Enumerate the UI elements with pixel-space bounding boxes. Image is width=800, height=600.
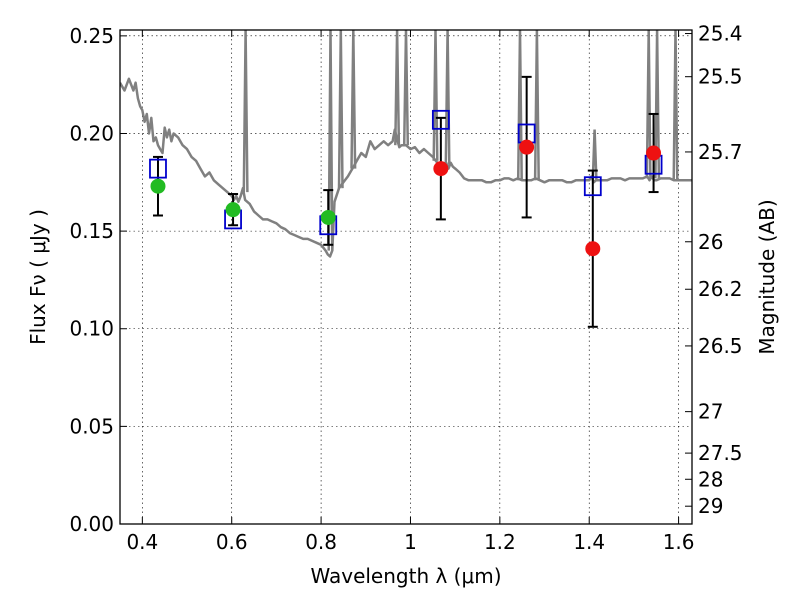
x-axis: 0.4 0.6 0.8 1 1.2 1.4 1.6 [126, 30, 695, 554]
x-tick-label: 1.4 [573, 530, 605, 554]
observed-flux-point [519, 139, 535, 155]
y-axis: 0.00 0.05 0.10 0.15 0.20 0.25 [69, 24, 127, 536]
y-tick-label: 0.05 [69, 414, 114, 438]
right-tick-label: 25.5 [698, 65, 743, 89]
emission-line-spike [654, 30, 661, 179]
observed-flux-point [320, 209, 336, 225]
x-axis-label: Wavelength λ (μm) [310, 564, 501, 588]
observed-flux-point [646, 145, 662, 161]
right-tick-label: 26.2 [698, 277, 743, 301]
emission-line-spike [402, 30, 410, 146]
x-tick-label: 1 [404, 530, 417, 554]
right-tick-label: 27 [698, 400, 723, 424]
y-tick-label: 0.20 [69, 121, 114, 145]
right-tick-label: 27.5 [698, 441, 743, 465]
right-tick-label: 25.7 [698, 140, 743, 164]
emission-line-spike [672, 30, 679, 181]
x-tick-label: 1.2 [484, 530, 516, 554]
y-tick-label: 0.25 [69, 24, 114, 48]
right-tick-label: 26 [698, 230, 723, 254]
y-tick-label: 0.10 [69, 317, 114, 341]
x-tick-label: 0.4 [126, 530, 158, 554]
observed-flux-point [150, 178, 166, 194]
emission-line-spike [337, 30, 344, 189]
emission-line-spike [327, 30, 334, 251]
y-axis-right: 25.4 25.5 25.7 26 26.2 26.5 27 27.528 29 [685, 22, 743, 518]
right-tick-label: 25.4 [698, 22, 743, 46]
right-tick-label: 26.5 [698, 334, 743, 358]
emission-line-spike [350, 30, 357, 169]
observed-flux-point [225, 202, 241, 218]
y-axis-right-label: Magnitude (AB) [755, 199, 779, 354]
plot-area [120, 30, 692, 328]
emission-line-spike [645, 30, 652, 179]
x-tick-label: 0.8 [305, 530, 337, 554]
x-tick-label: 0.6 [216, 530, 248, 554]
y-tick-label: 0.15 [69, 219, 114, 243]
right-tick-label: 29 [698, 494, 723, 518]
emission-line-spike [242, 30, 249, 193]
emission-line-spike [394, 30, 401, 146]
y-tick-label: 0.00 [69, 512, 114, 536]
plot-frame [119, 29, 693, 525]
x-tick-label: 1.6 [663, 530, 695, 554]
model-photometry-square [149, 158, 167, 179]
model-photometry-square [583, 176, 602, 197]
emission-line-spike [591, 129, 598, 181]
observed-flux-point [585, 241, 601, 257]
y-axis-label: Flux Fν ( μJy ) [26, 209, 50, 345]
observed-flux-point [433, 161, 449, 177]
emission-line-spike [533, 30, 540, 181]
model-photometry-square [431, 109, 450, 130]
right-tick-label: 28 [698, 467, 723, 491]
